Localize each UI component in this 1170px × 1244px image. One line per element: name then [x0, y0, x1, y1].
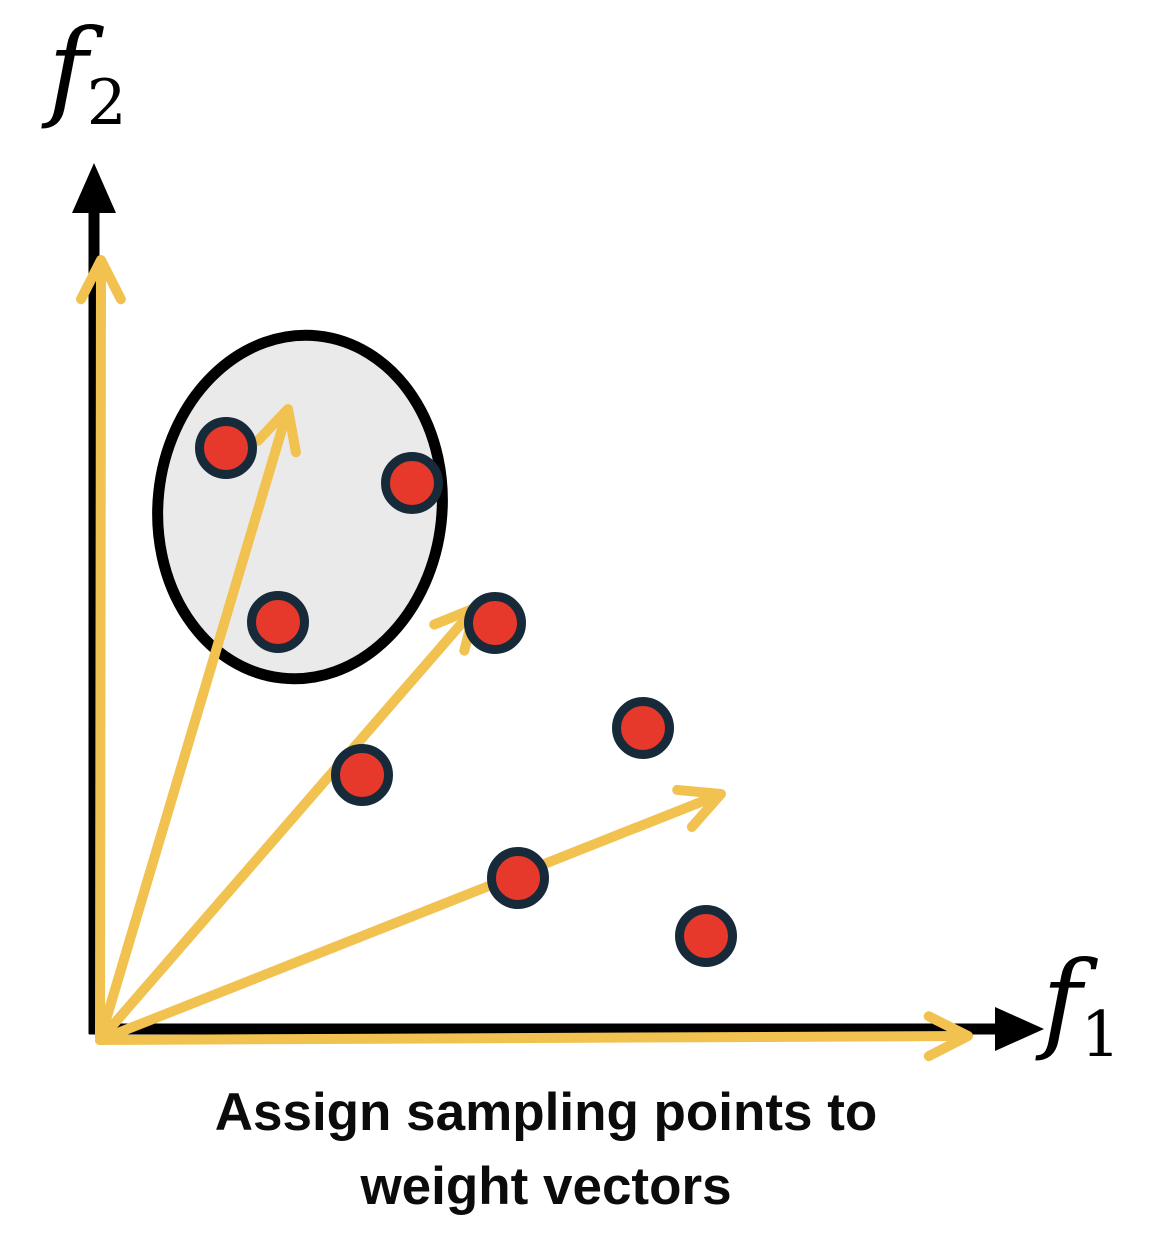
x-axis-label: f1: [1042, 948, 1121, 1066]
caption-line-1: Assign sampling points to: [214, 1083, 878, 1142]
y-axis-label-subscript: 2: [86, 65, 127, 139]
weight-vector-w5-arrowhead-icon: [923, 1011, 973, 1062]
weight-vector-w2: [95, 407, 292, 1045]
weight-vector-w5: [95, 1031, 970, 1045]
sampling-point-8: [675, 905, 737, 967]
weight-vector-w3: [95, 606, 478, 1045]
figure-caption: Assign sampling points to weight vectors: [0, 1076, 1092, 1224]
x-axis-label-subscript: 1: [1080, 997, 1121, 1071]
x-axis-arrowhead-icon: [995, 1007, 1044, 1051]
sampling-point-5: [331, 744, 393, 806]
x-axis-label-base: f: [1042, 939, 1082, 1064]
y-axis-arrowhead-icon: [72, 163, 116, 213]
sampling-point-3: [247, 591, 309, 653]
sampling-point-4: [464, 592, 526, 654]
sampling-point-2: [381, 452, 443, 514]
weight-vector-w4: [95, 790, 723, 1045]
weight-vector-w1: [95, 259, 106, 1045]
weight-vector-w1-arrowhead-icon: [76, 255, 126, 305]
sampling-point-1: [195, 417, 257, 479]
weight-vector-w2-arrowhead-icon: [252, 404, 301, 458]
caption-line-2: weight vectors: [360, 1157, 732, 1217]
sampling-point-6: [612, 697, 674, 759]
sampling-point-7: [487, 847, 549, 909]
y-axis-label: f2: [48, 16, 127, 134]
y-axis-label-base: f: [48, 7, 88, 132]
weight-vector-w4-arrowhead-icon: [672, 784, 726, 832]
